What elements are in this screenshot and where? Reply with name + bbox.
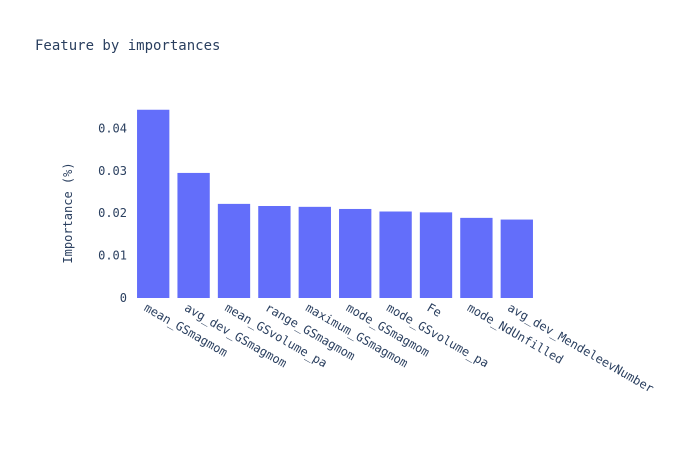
bar-mode_GSmagmom (339, 208, 372, 298)
plot-area (137, 109, 533, 298)
bar-range_GSmagmom (258, 206, 291, 298)
x-axis-ticks: mean_GSmagmomavg_dev_GSmagmommean_GSvolu… (142, 300, 657, 395)
x-tick-label: Fe (425, 300, 445, 319)
y-tick-label: 0.03 (98, 164, 127, 178)
y-tick-label: 0.01 (98, 249, 127, 263)
bar-mean_GSvolume_pa (217, 203, 251, 298)
y-axis-title: Importance (%) (61, 162, 75, 263)
y-tick-label: 0.02 (98, 206, 127, 220)
bar-mode_GSvolume_pa (379, 211, 412, 298)
y-axis-ticks: 0 0.01 0.02 0.03 0.04 (98, 121, 127, 305)
bar-avg_dev_GSmagmom (177, 172, 210, 298)
chart-title: Feature by importances (35, 38, 220, 54)
y-tick-label: 0.04 (98, 121, 127, 135)
bar-mode_NdUnfilled (460, 217, 493, 298)
bar-maximum_GSmagmom (298, 206, 331, 298)
y-tick-label: 0 (120, 291, 127, 305)
bar-avg_dev_MendeleevNumber (500, 219, 533, 298)
bar-mean_GSmagmom (137, 109, 170, 298)
bar-Fe (419, 212, 453, 298)
